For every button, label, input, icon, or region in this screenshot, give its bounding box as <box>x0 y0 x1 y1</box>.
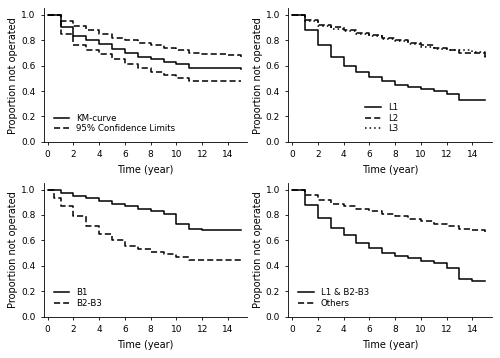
X-axis label: Time (year): Time (year) <box>118 340 174 350</box>
Y-axis label: Proportion not operated: Proportion not operated <box>8 17 18 134</box>
X-axis label: Time (year): Time (year) <box>362 165 418 175</box>
X-axis label: Time (year): Time (year) <box>362 340 418 350</box>
Y-axis label: Proportion not operated: Proportion not operated <box>253 17 263 134</box>
Y-axis label: Proportion not operated: Proportion not operated <box>8 192 18 308</box>
Y-axis label: Proportion not operated: Proportion not operated <box>253 192 263 308</box>
X-axis label: Time (year): Time (year) <box>118 165 174 175</box>
Legend: L1 & B2-B3, Others: L1 & B2-B3, Others <box>296 287 370 310</box>
Legend: KM-curve, 95% Confidence Limits: KM-curve, 95% Confidence Limits <box>52 112 177 135</box>
Legend: L1, L2, L3: L1, L2, L3 <box>364 101 400 135</box>
Legend: B1, B2-B3: B1, B2-B3 <box>52 287 104 310</box>
